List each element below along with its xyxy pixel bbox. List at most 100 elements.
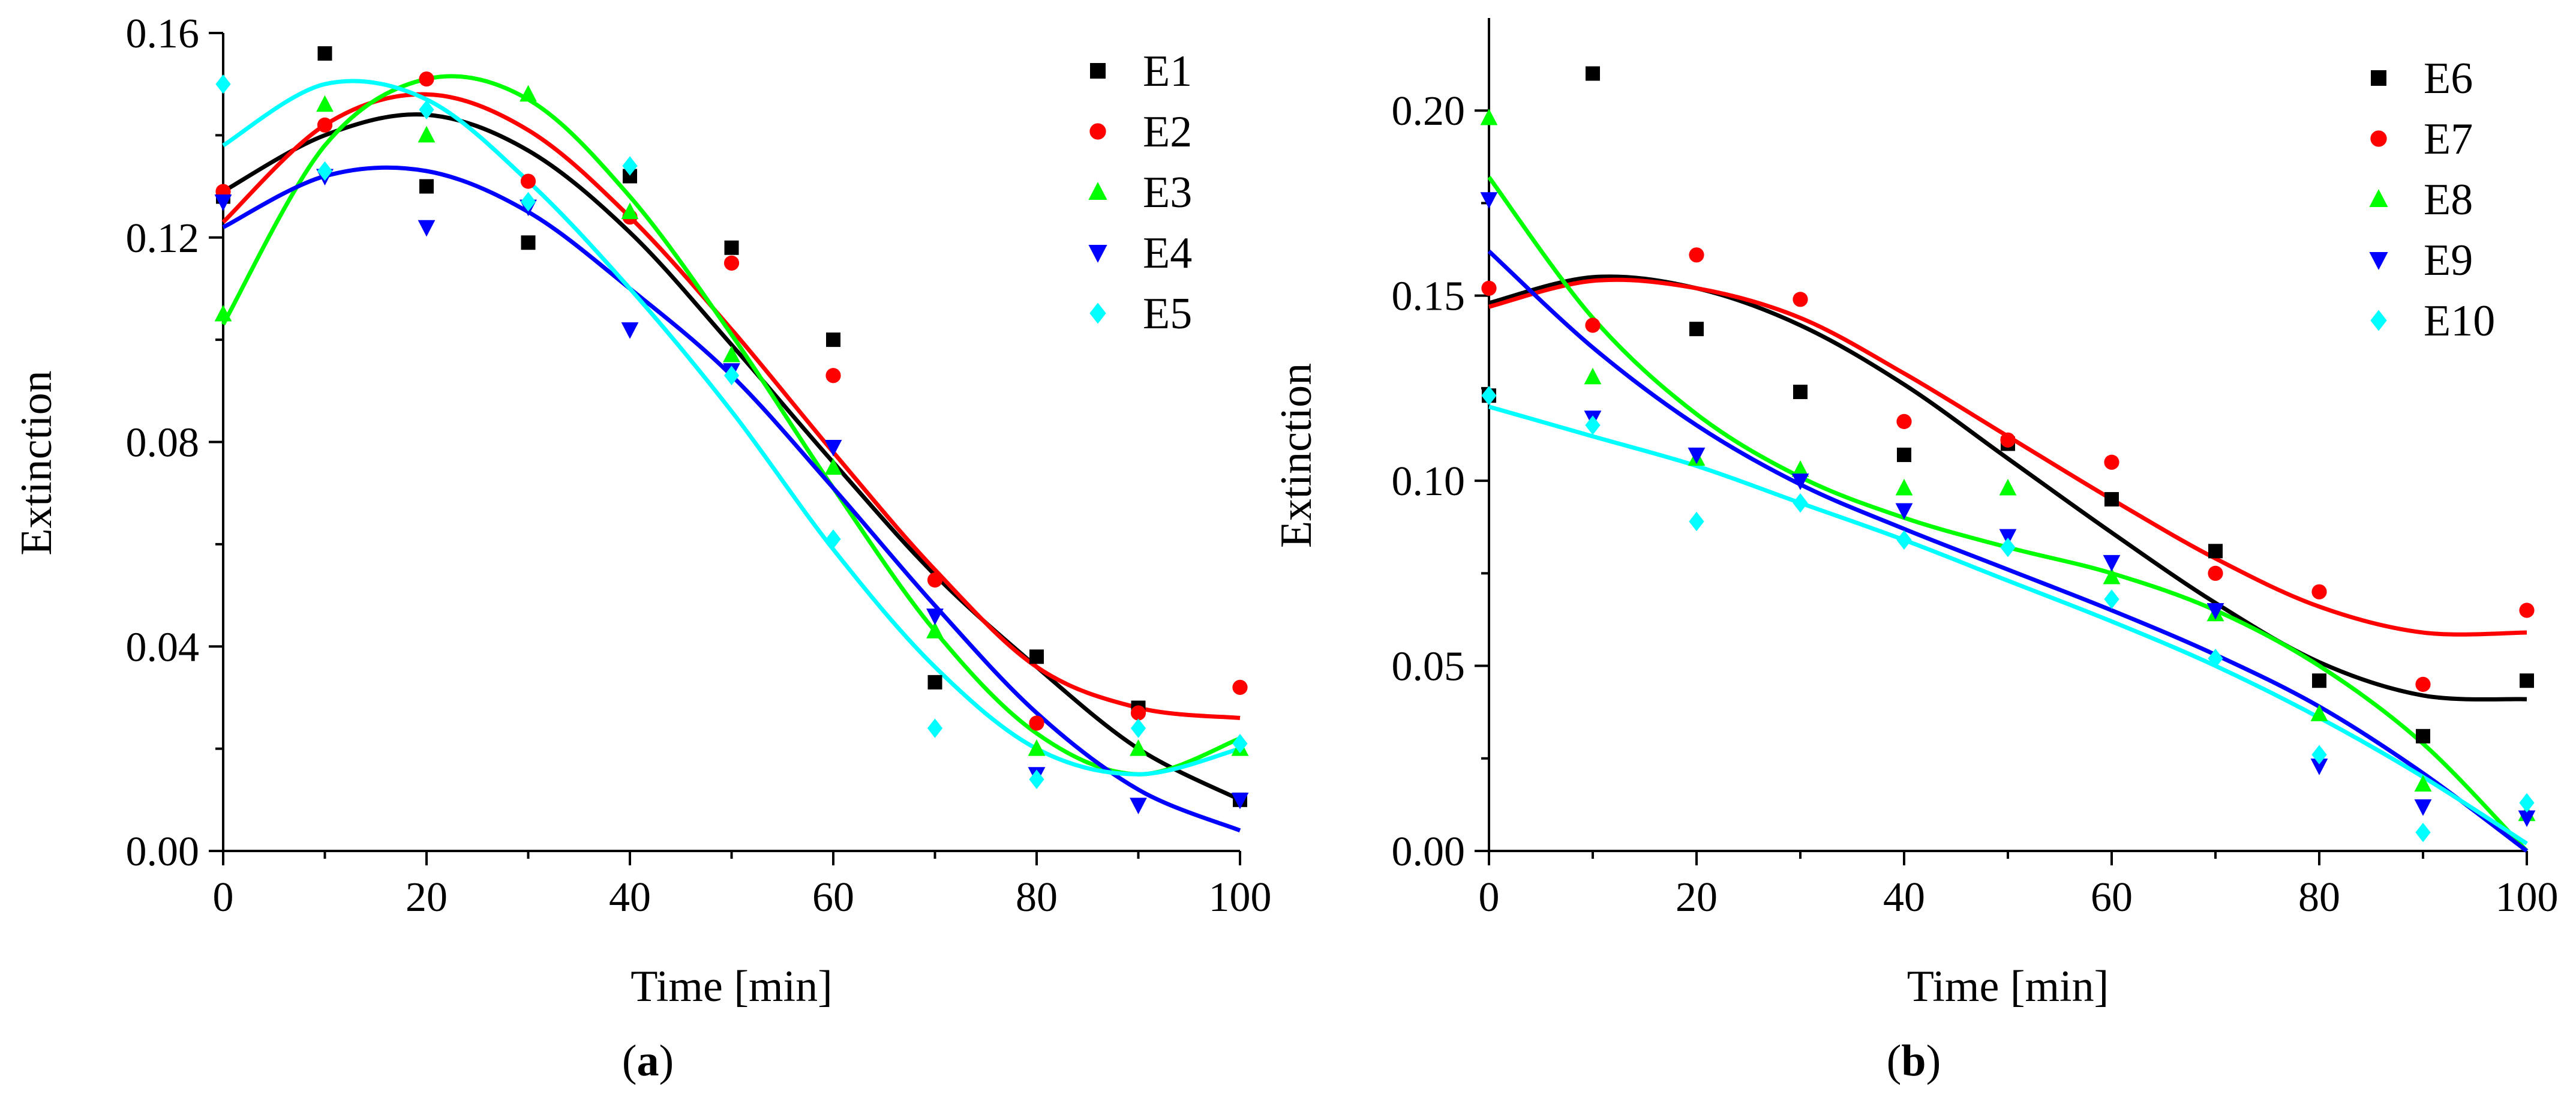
data-point-e4 (1130, 798, 1147, 814)
data-point-e9 (2103, 555, 2121, 572)
caption-open-paren: ( (1887, 1036, 1902, 1086)
legend-marker-e8 (2369, 189, 2388, 207)
legend-marker-e2 (1089, 123, 1106, 140)
data-point-e2 (723, 255, 740, 271)
data-point-e2 (1029, 715, 1044, 731)
y-tick-label: 0.08 (126, 420, 200, 466)
data-point-e9 (2414, 799, 2432, 816)
data-point-e2 (1232, 679, 1248, 695)
x-tick-label: 80 (1016, 874, 1058, 921)
data-point-e9 (2206, 603, 2224, 620)
data-point-e3 (621, 202, 639, 220)
data-point-e3 (1028, 739, 1046, 756)
data-point-e10 (1585, 415, 1601, 435)
fit-line-e5 (222, 79, 1241, 777)
data-point-e3 (520, 85, 537, 102)
legend-marker-e6 (2371, 70, 2386, 86)
data-point-e5 (215, 74, 231, 94)
legend-label-e5: E5 (1143, 289, 1192, 338)
data-point-e7 (2208, 565, 2223, 581)
data-point-e10 (1689, 511, 1704, 532)
data-point-e1 (419, 179, 434, 194)
data-point-e8 (2414, 775, 2432, 792)
legend-marker-e1 (1090, 63, 1106, 79)
legend-label-e4: E4 (1143, 229, 1192, 278)
data-point-e7 (2415, 676, 2431, 692)
data-point-e3 (214, 304, 232, 322)
data-point-e5 (317, 161, 333, 181)
data-point-e2 (1130, 705, 1146, 721)
x-tick-label: 60 (2091, 874, 2133, 921)
data-point-e8 (2103, 567, 2121, 585)
data-point-e5 (723, 365, 740, 385)
data-point-e7 (1481, 280, 1497, 296)
fit-line-e9 (1487, 250, 2529, 853)
data-point-e7 (2519, 603, 2535, 618)
data-point-e9 (1688, 447, 1706, 464)
data-point-e3 (824, 458, 842, 475)
data-point-e6 (2208, 544, 2223, 559)
y-tick-label: 0.12 (126, 215, 200, 262)
data-point-e6 (1793, 385, 1808, 400)
y-axis-label: Extinction (12, 370, 61, 555)
y-axis-label: Extinction (1272, 363, 1321, 548)
x-tick-label: 20 (1676, 874, 1718, 921)
legend-label-e9: E9 (2424, 236, 2473, 285)
data-point-e8 (1584, 367, 1602, 385)
data-point-e9 (2310, 759, 2328, 775)
data-point-e10 (2311, 745, 2327, 765)
data-point-e6 (1586, 66, 1600, 81)
data-point-e8 (1999, 478, 2017, 496)
legend-marker-e7 (2370, 130, 2387, 147)
data-point-e2 (317, 117, 333, 133)
data-point-e7 (1793, 292, 1808, 307)
data-point-e5 (825, 529, 841, 549)
data-point-e5 (1130, 718, 1146, 738)
data-point-e8 (1480, 108, 1498, 125)
data-point-e3 (418, 125, 436, 143)
fit-line-e2 (221, 92, 1241, 720)
data-point-e8 (2310, 705, 2328, 721)
data-point-e4 (418, 220, 436, 237)
data-point-e1 (927, 675, 942, 690)
legend-label-e7: E7 (2424, 115, 2473, 164)
data-point-e3 (1130, 739, 1147, 756)
fit-line-e3 (221, 74, 1241, 777)
data-point-e2 (419, 71, 434, 87)
fit-line-e10 (1488, 404, 2528, 846)
x-tick-label: 40 (609, 874, 651, 921)
data-point-e2 (927, 572, 943, 588)
data-point-e10 (1481, 386, 1497, 406)
data-point-e6 (2416, 729, 2430, 744)
data-point-e9 (1999, 529, 2017, 546)
y-tick-label: 0.00 (1392, 829, 1466, 875)
data-point-e6 (2520, 673, 2534, 688)
data-point-e3 (926, 622, 944, 639)
legend-label-e8: E8 (2424, 175, 2473, 224)
data-point-e4 (926, 609, 944, 625)
x-axis-label: Time [min] (631, 962, 832, 1011)
data-point-e9 (2518, 810, 2536, 828)
y-tick-label: 0.10 (1392, 458, 1466, 505)
caption-letter: a (637, 1036, 659, 1086)
panel-caption: (b) (1887, 1036, 1941, 1086)
legend-label-e10: E10 (2424, 296, 2495, 346)
data-point-e5 (1232, 733, 1248, 754)
data-point-e10 (2104, 589, 2119, 609)
data-point-e8 (1895, 478, 1913, 496)
data-point-e7 (1585, 317, 1601, 333)
legend-label-e3: E3 (1143, 168, 1192, 217)
data-point-e4 (1231, 792, 1249, 810)
data-point-e5 (927, 718, 943, 738)
x-tick-label: 20 (406, 874, 448, 921)
caption-letter: b (1901, 1036, 1926, 1086)
legend-marker-e5 (1089, 302, 1106, 324)
x-tick-label: 100 (2496, 874, 2559, 921)
data-point-e4 (621, 322, 639, 339)
fit-line-e4 (222, 165, 1241, 833)
x-tick-label: 60 (812, 874, 854, 921)
y-tick-label: 0.16 (126, 11, 200, 57)
legend-label-e2: E2 (1143, 107, 1192, 157)
data-point-e7 (2000, 432, 2016, 448)
